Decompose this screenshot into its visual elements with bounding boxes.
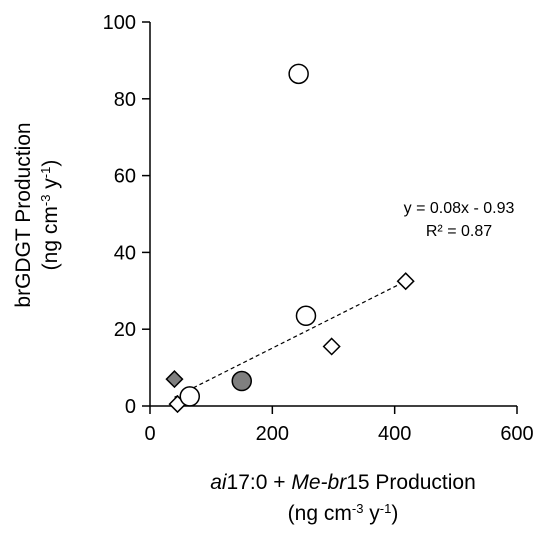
y-tick-label: 80 <box>114 89 136 111</box>
y-axis-title-line1: brGDGT Production <box>12 122 35 307</box>
trendline-group <box>174 280 408 398</box>
data-point-circle <box>179 386 201 407</box>
x-axis-title-line1: ai17:0 + Me-br15 Production <box>210 471 476 494</box>
y-unit-c: ) <box>39 160 62 167</box>
y-tick-label: 0 <box>125 396 136 418</box>
data-point-circle <box>288 63 309 85</box>
data-point-diamond <box>165 370 184 389</box>
axes <box>149 22 517 407</box>
y-unit-sup2: -1 <box>38 167 53 179</box>
x-unit-a: (ng cm <box>288 502 352 525</box>
y-tick-label: 100 <box>103 12 136 34</box>
x-axis-title-line2: (ng cm-3 y-1) <box>288 501 399 526</box>
x-title-ai: ai <box>210 471 228 494</box>
data-point-circle <box>295 305 317 327</box>
x-tick-label: 0 <box>144 423 155 445</box>
x-ticks: 0 200 400 600 <box>144 406 534 445</box>
data-point-circle <box>231 370 252 392</box>
data-points <box>165 63 415 414</box>
x-unit-c: ) <box>391 502 398 525</box>
data-point-diamond <box>322 337 341 356</box>
y-tick-label: 40 <box>114 242 136 264</box>
y-tick-label: 60 <box>114 166 136 188</box>
data-point-diamond <box>396 272 415 291</box>
trendline <box>174 280 408 398</box>
x-tick-label: 200 <box>256 423 289 445</box>
y-unit-sup1: -3 <box>38 195 53 207</box>
x-title-mebr: Me-br <box>291 471 347 494</box>
x-tick-label: 600 <box>500 423 533 445</box>
y-tick-label: 20 <box>114 319 136 341</box>
trend-equation: y = 0.08x - 0.93 <box>404 200 515 217</box>
y-unit-b: y <box>39 178 62 195</box>
y-axis-title: brGDGT Production (ng cm-3 y-1) <box>12 122 62 307</box>
x-title-17: 17:0 + <box>227 471 292 494</box>
x-unit-sup1: -3 <box>352 501 364 516</box>
x-tick-label: 400 <box>378 423 411 445</box>
y-ticks: 0 20 40 60 80 100 <box>103 12 150 418</box>
x-unit-sup2: -1 <box>380 501 392 516</box>
x-title-prod: 15 Production <box>346 471 476 494</box>
x-unit-b: y <box>363 502 380 525</box>
y-axis-title-line2: (ng cm-3 y-1) <box>38 160 63 271</box>
y-unit-a: (ng cm <box>39 206 62 270</box>
trend-r2: R² = 0.87 <box>426 223 492 240</box>
